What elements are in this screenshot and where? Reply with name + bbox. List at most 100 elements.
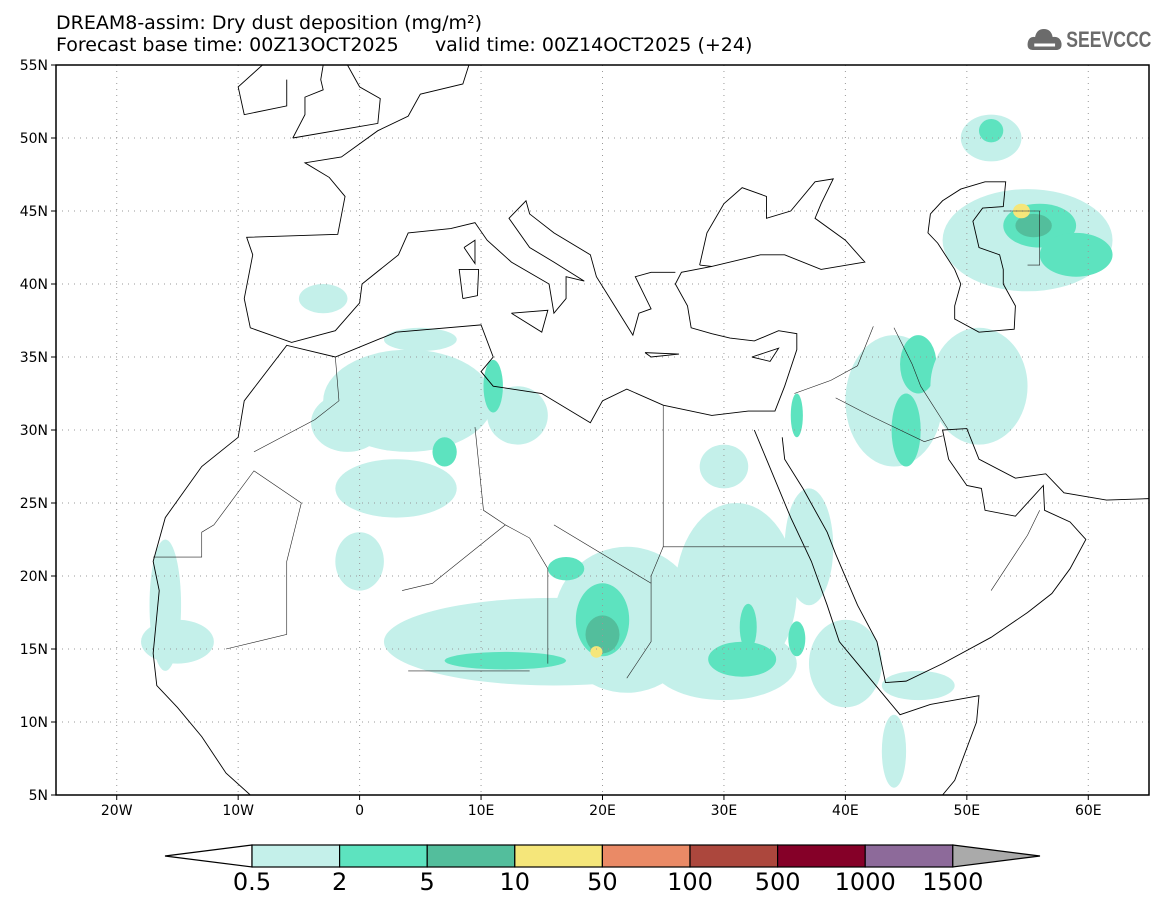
lat-label: 50N (20, 131, 48, 147)
dust-contour (487, 386, 548, 445)
forecast-times: Forecast base time: 00Z13OCT2025 valid t… (56, 34, 752, 56)
country-border (794, 326, 874, 394)
dust-contour (432, 437, 457, 467)
coastline (511, 309, 549, 333)
lat-label: 30N (20, 423, 48, 439)
dust-contour (383, 327, 457, 352)
lon-label: 40E (832, 803, 859, 819)
colorbar-swatch (426, 844, 516, 868)
coastline (458, 268, 480, 300)
dust-contour (881, 714, 907, 788)
colorbar-label: 50 (587, 868, 618, 896)
lat-label: 15N (20, 642, 48, 658)
colorbar-label: 2 (331, 868, 348, 896)
coastline (781, 428, 1149, 684)
colorbar-swatch (514, 844, 603, 868)
dust-contour (978, 119, 1004, 143)
dust-contour (141, 619, 214, 664)
dust-contour (335, 459, 457, 518)
coastline (152, 266, 798, 795)
country-border (474, 427, 506, 526)
colorbar-swatch (251, 844, 341, 868)
dust-contour (547, 557, 585, 581)
coastline (644, 352, 680, 358)
coastline (250, 199, 676, 343)
dust-contour (891, 393, 921, 467)
country-border (626, 546, 664, 679)
lat-label: 40N (20, 277, 48, 293)
colorbar-swatch (689, 844, 779, 868)
colorbar-swatch (776, 844, 866, 868)
colorbar-swatch (601, 844, 691, 868)
dust-contour (930, 327, 1028, 445)
dust-contour (298, 284, 348, 314)
country-border (835, 397, 943, 443)
dust-contour (1039, 232, 1113, 277)
map-title: DREAM8-assim: Dry dust deposition (mg/m²… (56, 12, 483, 34)
coastline (237, 65, 288, 116)
dust-contour (585, 615, 620, 654)
coastline (699, 178, 866, 270)
lon-label: 60E (1075, 803, 1102, 819)
lon-label: 20E (589, 803, 616, 819)
base-time: Forecast base time: 00Z13OCT2025 (56, 34, 399, 56)
country-border (153, 470, 302, 650)
lat-label: 10N (20, 715, 48, 731)
country-border (990, 510, 1040, 591)
lat-label: 20N (20, 569, 48, 585)
colorbar-label: 5 (419, 868, 435, 896)
colorbar-swatch (864, 844, 954, 868)
map-content (56, 65, 1149, 795)
logo-text: SEEVCCC (1065, 27, 1151, 52)
country-border (553, 524, 652, 584)
dust-contour (335, 532, 384, 591)
dust-contour (699, 444, 749, 489)
country-border (402, 524, 549, 664)
lat-label: 45N (20, 204, 48, 220)
dust-contour (881, 670, 955, 701)
country-border (1003, 210, 1040, 266)
seevccc-logo: SEEVCCC (1026, 26, 1151, 54)
lon-label: 0 (355, 803, 364, 819)
dust-contour (900, 335, 937, 394)
coastline (292, 65, 324, 139)
coastline (927, 181, 1016, 333)
colorbar-label: 0.5 (232, 868, 272, 896)
colorbar-label: 1500 (922, 868, 984, 896)
colorbar-over-arrow (952, 844, 1041, 868)
coastline (243, 65, 470, 328)
colorbar-label: 500 (754, 868, 801, 896)
colorbar-label: 100 (667, 868, 713, 896)
dust-contour (739, 603, 757, 651)
dust-contour (708, 641, 777, 677)
lat-label: 55N (20, 58, 48, 74)
lat-label: 5N (29, 788, 48, 804)
dust-contour (590, 646, 603, 658)
colorbar-label: 10 (499, 868, 531, 896)
lon-label: 10E (468, 803, 495, 819)
dust-contour (444, 651, 567, 670)
dust-contour (1015, 213, 1052, 238)
country-border (893, 327, 949, 431)
country-border (253, 356, 340, 453)
coastline (463, 239, 476, 266)
valid-time: valid time: 00Z14OCT2025 (+24) (434, 34, 753, 56)
coastline (751, 347, 780, 362)
coastline (292, 65, 381, 139)
lon-label: 10W (222, 803, 254, 819)
lon-label: 50E (953, 803, 980, 819)
lat-label: 25N (20, 496, 48, 512)
coastline (753, 429, 980, 795)
colorbar-under-arrow (164, 844, 253, 868)
dust-contour (311, 393, 384, 452)
lon-label: 20W (101, 803, 133, 819)
dust-contour (790, 393, 803, 438)
lon-label: 30E (711, 803, 738, 819)
lat-label: 35N (20, 350, 48, 366)
dust-contour (788, 621, 806, 657)
dust-contour (808, 619, 882, 708)
colorbar-swatch (339, 844, 428, 868)
cloud-icon (1027, 29, 1062, 50)
colorbar-label: 1000 (834, 868, 896, 896)
